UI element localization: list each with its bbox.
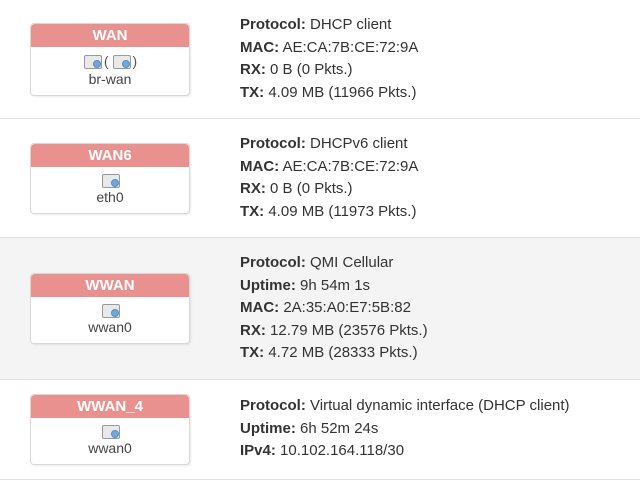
stat-line: Protocol: DHCPv6 client: [240, 133, 418, 156]
stat-label: RX:: [240, 322, 266, 339]
stat-line: TX: 4.09 MB (11973 Pkts.): [240, 201, 418, 224]
interface-name: WWAN: [31, 274, 189, 297]
stat-value: AE:CA:7B:CE:72:9A: [279, 158, 418, 175]
interface-card[interactable]: WWAN wwan0: [30, 273, 190, 344]
interface-port-icons: [31, 424, 189, 438]
stat-label: TX:: [240, 84, 264, 101]
interface-list: WAN()br-wanProtocol: DHCP clientMAC: AE:…: [0, 0, 640, 480]
interface-details: Protocol: Virtual dynamic interface (DHC…: [240, 395, 570, 463]
interface-card[interactable]: WAN () br-wan: [30, 23, 190, 96]
stat-value: QMI Cellular: [306, 254, 394, 271]
stat-line: Uptime: 6h 52m 24s: [240, 418, 570, 441]
interface-row[interactable]: WWANwwan0Protocol: QMI CellularUptime: 9…: [0, 238, 640, 380]
interface-details: Protocol: DHCPv6 clientMAC: AE:CA:7B:CE:…: [240, 133, 418, 223]
port-icon: [101, 303, 119, 317]
stat-value: 12.79 MB (23576 Pkts.): [266, 322, 428, 339]
interface-card[interactable]: WWAN_4 wwan0: [30, 394, 190, 465]
interface-name: WAN6: [31, 144, 189, 167]
interface-details: Protocol: DHCP clientMAC: AE:CA:7B:CE:72…: [240, 14, 418, 104]
stat-line: RX: 0 B (0 Pkts.): [240, 59, 418, 82]
interface-device: eth0: [31, 189, 189, 205]
stat-label: MAC:: [240, 39, 279, 56]
stat-line: MAC: AE:CA:7B:CE:72:9A: [240, 156, 418, 179]
stat-value: Virtual dynamic interface (DHCP client): [306, 397, 570, 414]
stat-value: 0 B (0 Pkts.): [266, 61, 353, 78]
stat-line: TX: 4.72 MB (28333 Pkts.): [240, 342, 428, 365]
stat-label: Protocol:: [240, 254, 306, 271]
stat-label: TX:: [240, 344, 264, 361]
interface-row[interactable]: WAN6eth0Protocol: DHCPv6 clientMAC: AE:C…: [0, 119, 640, 238]
interface-device: br-wan: [31, 71, 189, 87]
stat-value: 4.09 MB (11973 Pkts.): [264, 203, 416, 220]
stat-label: IPv4:: [240, 442, 276, 459]
stat-label: MAC:: [240, 299, 279, 316]
interface-device: wwan0: [31, 319, 189, 335]
interface-card-body: () br-wan: [31, 47, 189, 95]
stat-line: Uptime: 9h 54m 1s: [240, 275, 428, 298]
stat-label: MAC:: [240, 158, 279, 175]
stat-label: Protocol:: [240, 16, 306, 33]
stat-label: Uptime:: [240, 420, 296, 437]
interface-card-body: eth0: [31, 167, 189, 213]
stat-label: RX:: [240, 61, 266, 78]
stat-value: 9h 54m 1s: [296, 277, 370, 294]
stat-line: Protocol: DHCP client: [240, 14, 418, 37]
stat-label: RX:: [240, 180, 266, 197]
interface-name: WWAN_4: [31, 395, 189, 418]
stat-line: RX: 0 B (0 Pkts.): [240, 178, 418, 201]
stat-label: TX:: [240, 203, 264, 220]
stat-value: DHCPv6 client: [306, 135, 408, 152]
stat-value: 0 B (0 Pkts.): [266, 180, 353, 197]
stat-line: TX: 4.09 MB (11966 Pkts.): [240, 82, 418, 105]
interface-port-icons: [31, 173, 189, 187]
stat-line: Protocol: Virtual dynamic interface (DHC…: [240, 395, 570, 418]
interface-port-icons: (): [31, 53, 189, 69]
stat-value: 6h 52m 24s: [296, 420, 379, 437]
stat-value: 4.09 MB (11966 Pkts.): [264, 84, 416, 101]
stat-line: RX: 12.79 MB (23576 Pkts.): [240, 320, 428, 343]
stat-value: AE:CA:7B:CE:72:9A: [279, 39, 418, 56]
interface-device: wwan0: [31, 440, 189, 456]
stat-label: Uptime:: [240, 277, 296, 294]
stat-label: Protocol:: [240, 135, 306, 152]
stat-line: IPv4: 10.102.164.118/30: [240, 440, 570, 463]
interface-row[interactable]: WWAN_4 wwan0 Protocol: Virtual dynamic int…: [0, 380, 640, 480]
stat-value: 4.72 MB (28333 Pkts.): [264, 344, 417, 361]
port-icon: [83, 54, 101, 68]
stat-value: 10.102.164.118/30: [276, 442, 404, 459]
stat-line: Protocol: QMI Cellular: [240, 252, 428, 275]
interface-card-body: wwan0: [31, 418, 189, 464]
port-icon: [101, 424, 119, 438]
stat-line: MAC: 2A:35:A0:E7:5B:82: [240, 297, 428, 320]
stat-value: DHCP client: [306, 16, 392, 33]
interface-details: Protocol: QMI CellularUptime: 9h 54m 1sM…: [240, 252, 428, 365]
interface-port-icons: [31, 303, 189, 317]
port-icon: [101, 173, 119, 187]
stat-label: Protocol:: [240, 397, 306, 414]
stat-value: 2A:35:A0:E7:5B:82: [279, 299, 411, 316]
interface-card-body: wwan0: [31, 297, 189, 343]
stat-line: MAC: AE:CA:7B:CE:72:9A: [240, 37, 418, 60]
interface-name: WAN: [31, 24, 189, 47]
interface-row[interactable]: WAN()br-wanProtocol: DHCP clientMAC: AE:…: [0, 0, 640, 119]
interface-card[interactable]: WAN6 eth0: [30, 143, 190, 214]
port-icon: [112, 54, 130, 68]
